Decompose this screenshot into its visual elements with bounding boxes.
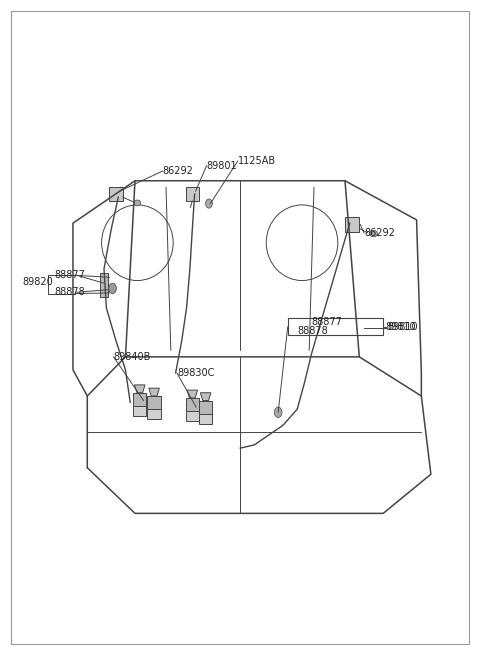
Text: 89830C: 89830C (177, 368, 215, 378)
Polygon shape (134, 385, 145, 393)
Polygon shape (147, 409, 161, 419)
Polygon shape (200, 393, 211, 401)
Polygon shape (133, 393, 146, 405)
Text: 86292: 86292 (364, 228, 395, 238)
Text: 88878: 88878 (54, 288, 84, 297)
Text: 89801: 89801 (206, 160, 237, 171)
Text: 89820: 89820 (23, 277, 54, 287)
Ellipse shape (134, 200, 141, 206)
Circle shape (275, 407, 282, 417)
Text: 88878: 88878 (297, 326, 328, 337)
Polygon shape (100, 272, 108, 297)
Text: 89810: 89810 (387, 322, 418, 332)
Circle shape (205, 199, 212, 208)
Polygon shape (345, 217, 360, 232)
Polygon shape (199, 413, 212, 424)
Polygon shape (187, 390, 198, 398)
Text: 88877: 88877 (54, 271, 85, 280)
Polygon shape (199, 401, 212, 413)
Text: 89840B: 89840B (114, 352, 151, 362)
Text: 88877: 88877 (312, 317, 342, 328)
Polygon shape (133, 405, 146, 416)
Polygon shape (186, 187, 199, 201)
Polygon shape (147, 396, 161, 409)
Polygon shape (186, 398, 199, 411)
Polygon shape (186, 411, 199, 421)
Text: 89810: 89810 (385, 322, 416, 333)
Text: 86292: 86292 (163, 166, 193, 176)
Polygon shape (109, 187, 122, 201)
Polygon shape (149, 388, 159, 396)
Circle shape (109, 283, 116, 293)
Text: 1125AB: 1125AB (238, 156, 276, 166)
Ellipse shape (370, 231, 377, 237)
